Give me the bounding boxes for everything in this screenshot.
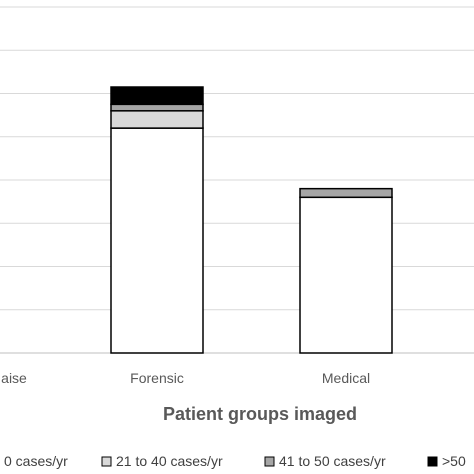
x-axis-title: Patient groups imaged — [163, 404, 357, 424]
bar-segment-forensic-s1 — [110, 110, 204, 129]
legend: 0 cases/yr 21 to 40 cases/yr 41 to 50 case… — [4, 453, 466, 469]
legend-label: 21 to 40 cases/yr — [116, 453, 223, 469]
legend-swatch — [101, 456, 112, 467]
legend-label: >50 — [442, 453, 466, 469]
legend-label: 41 to 50 cases/yr — [279, 453, 386, 469]
legend-swatch — [427, 456, 438, 467]
category-label: Medical — [322, 370, 370, 386]
bar-segment-forensic-s2 — [110, 103, 204, 112]
bar-segment-forensic-s0 — [110, 127, 204, 354]
category-label: aise — [1, 370, 27, 386]
legend-swatch — [264, 456, 275, 467]
legend-label: 0 cases/yr — [4, 453, 68, 469]
bars — [110, 86, 393, 354]
category-label: Forensic — [130, 370, 184, 386]
category-labels: aise Forensic Medical — [1, 370, 370, 386]
gridlines — [0, 6, 474, 354]
bar-segment-medical-s0 — [299, 196, 393, 354]
bar-segment-forensic-s3 — [110, 86, 204, 106]
bar-segment-medical-s2 — [299, 187, 393, 199]
